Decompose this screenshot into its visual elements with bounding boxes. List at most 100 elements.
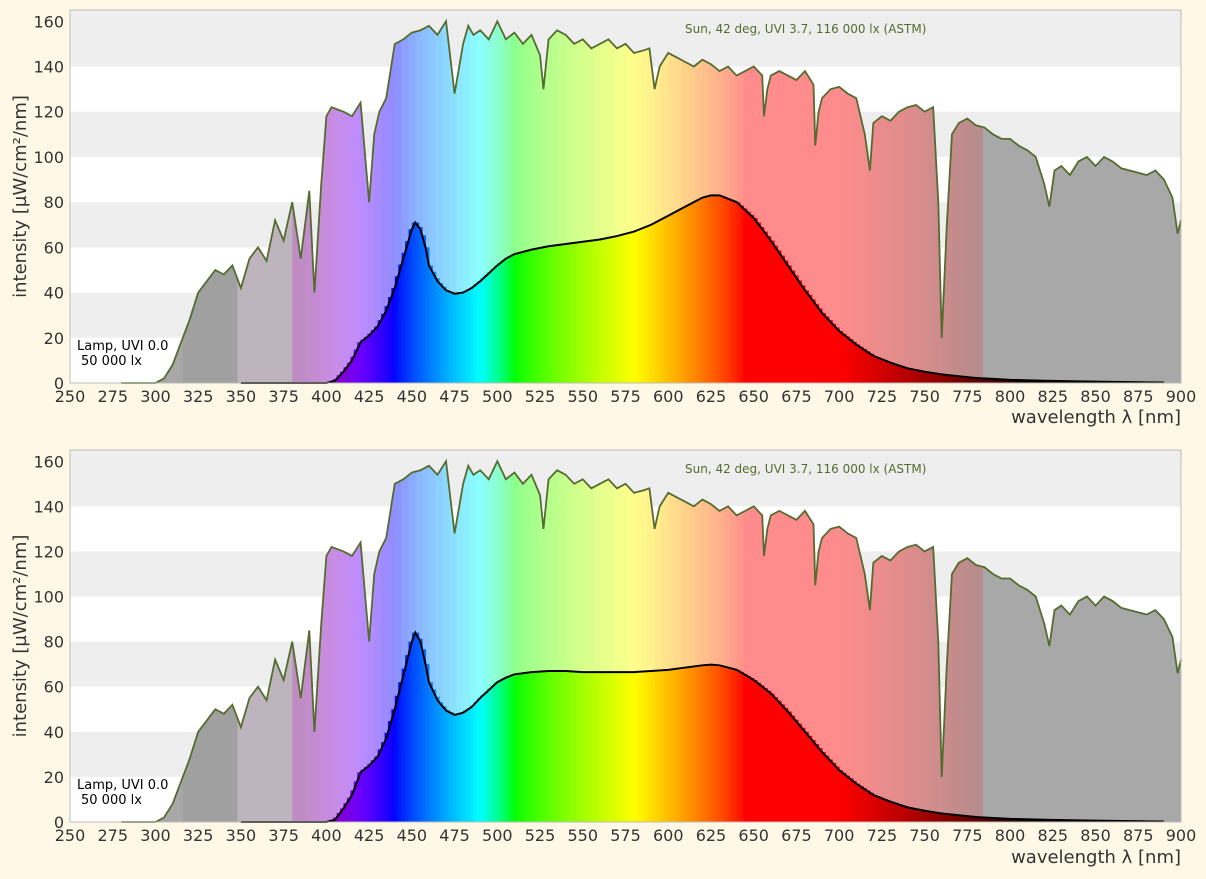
lamp-fill-band (456, 713, 461, 822)
lamp-fill-band (575, 671, 580, 822)
lamp-fill-band (866, 790, 871, 822)
lamp-fill-band (1034, 819, 1038, 822)
sun-fill-band (1092, 461, 1100, 822)
lamp-fill-band (582, 672, 587, 822)
y-tick-label: 20 (44, 329, 64, 348)
lamp-fill-band (869, 353, 874, 383)
lamp-fill-band (787, 711, 792, 822)
sun-fill-band (449, 21, 457, 383)
sun-fill-band (975, 461, 984, 822)
lamp-fill-band (1034, 380, 1038, 383)
lamp-fill-band (681, 206, 686, 383)
lamp-fill-band (938, 812, 943, 822)
lamp-fill-band (363, 336, 368, 383)
lamp-fill-band (695, 665, 700, 822)
lamp-fill-band (822, 312, 826, 383)
sun-fill-band (770, 21, 779, 383)
lamp-label: Lamp, UVI 0.0 (77, 339, 168, 354)
sun-fill-band (1105, 461, 1114, 822)
sun-fill-band (825, 461, 833, 822)
lamp-fill-band (510, 674, 515, 822)
lamp-fill-band (774, 245, 779, 383)
lamp-fill-band (965, 376, 970, 383)
lamp-fill-band (668, 213, 673, 383)
sun-fill-band (1112, 21, 1121, 383)
x-tick-label: 400 (311, 387, 342, 406)
y-tick-label: 60 (44, 238, 64, 257)
sun-fill-band (962, 21, 970, 383)
sun-curve (121, 458, 1182, 823)
lamp-fill-band (996, 818, 1001, 822)
sun-fill-band (763, 21, 772, 383)
lamp-fill-band (1051, 819, 1056, 822)
sun-fill-band (1023, 21, 1032, 383)
sun-fill-band (627, 461, 635, 822)
lamp-fill-band (839, 770, 844, 822)
sun-fill-band (476, 21, 485, 383)
lamp-fill-band (733, 200, 738, 383)
sun-fill-band (634, 21, 642, 383)
lamp-fill-band (541, 671, 546, 822)
lamp-fill-band (664, 669, 669, 822)
lamp-fill-band (548, 670, 553, 822)
sun-fill-band (716, 461, 724, 822)
lamp-fill-band (928, 811, 932, 822)
sun-fill-band (811, 461, 820, 822)
y-tick-label: 60 (44, 678, 64, 697)
sun-fill-band (818, 21, 827, 383)
lamp-fill-band (398, 682, 403, 822)
lamp-fill-band (955, 814, 960, 822)
lamp-fill-band (1051, 380, 1056, 383)
lamp-fill-band (552, 670, 556, 822)
sun-fill-band (353, 21, 362, 383)
lamp-fill-band (692, 666, 697, 822)
sun-fill-band (777, 21, 786, 383)
sun-fill-band (880, 461, 888, 822)
lamp-fill-band (733, 668, 738, 822)
lamp-fill-band (876, 796, 881, 822)
sun-fill-band (613, 461, 621, 822)
sun-fill-band (599, 461, 608, 822)
sun-fill-band (374, 461, 382, 822)
lamp-fill-band (1020, 380, 1025, 383)
lamp-fill-band (828, 320, 833, 383)
sun-fill-band (367, 21, 375, 383)
sun-fill-band (627, 21, 635, 383)
lamp-fill-band (842, 772, 847, 822)
lamp-fill-band (914, 369, 919, 383)
lamp-fill-band (381, 313, 385, 383)
plot-frame (69, 9, 1182, 384)
x-tick-label: 475 (439, 826, 470, 845)
sun-fill-band (859, 21, 868, 383)
lamp-fill-band (480, 278, 485, 383)
sun-fill-band (517, 461, 526, 822)
lamp-fill-band (562, 243, 567, 383)
lamp-fill-band (466, 288, 471, 383)
x-tick-label: 375 (268, 826, 299, 845)
sun-fill-band (401, 461, 410, 822)
sun-fill-band (948, 461, 956, 822)
sun-fill-band (558, 21, 567, 383)
sun-fill-band (346, 461, 355, 822)
sun-fill-band (579, 461, 587, 822)
lamp-fill-band (1047, 819, 1052, 822)
x-tick-label: 600 (653, 826, 684, 845)
lamp-lux-label: 50 000 lx (81, 354, 142, 369)
sun-fill-band (510, 21, 519, 383)
sun-fill-band (770, 461, 779, 822)
lamp-fill-band (808, 294, 813, 383)
lamp-fill-band (497, 262, 502, 383)
sun-fill-band (750, 21, 758, 383)
lamp-fill-band (565, 670, 570, 822)
lamp-fill-band (524, 250, 529, 383)
lamp-fill-band (408, 229, 413, 383)
sun-fill-band (1146, 21, 1155, 383)
lamp-fill-band (907, 368, 912, 383)
lamp-fill-band (941, 374, 946, 383)
grid-band (70, 450, 1181, 462)
sun-fill-band (640, 21, 649, 383)
lamp-fill-band (962, 376, 967, 383)
lamp-fill-band (1006, 818, 1011, 822)
lamp-fill-band (716, 665, 721, 822)
